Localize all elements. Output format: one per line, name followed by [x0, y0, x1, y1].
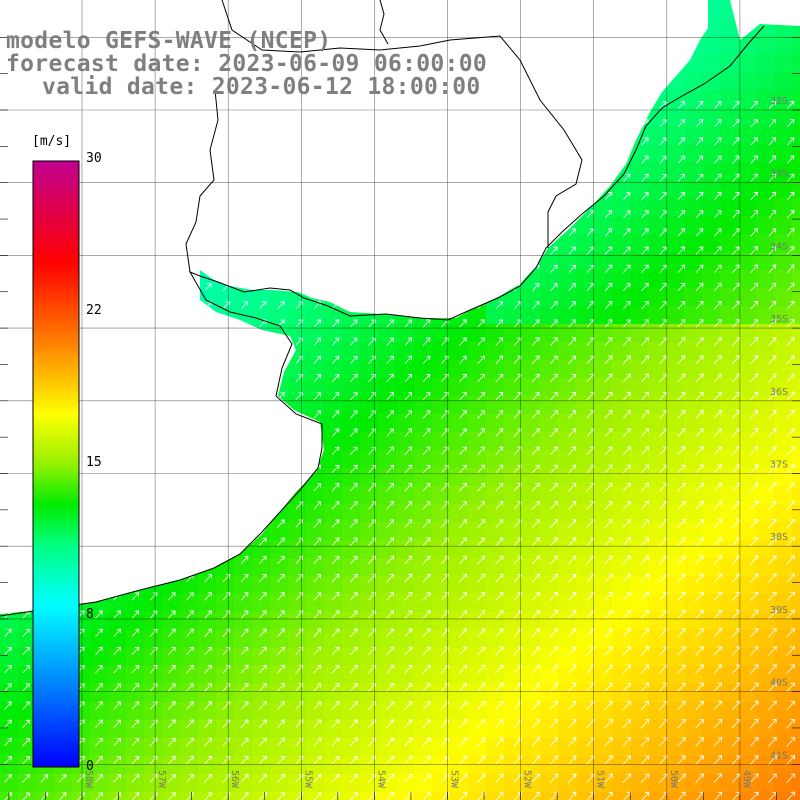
- latitude-label: 40S: [770, 678, 788, 689]
- colorbar-tick-label: 30: [86, 151, 102, 166]
- latitude-label: 34S: [770, 241, 788, 252]
- border-path: [379, 0, 389, 45]
- colorbar: [32, 160, 80, 768]
- longitude-label: 52W: [522, 770, 533, 789]
- coastline-path: [0, 25, 765, 617]
- colorbar-tick-label: 8: [86, 607, 94, 622]
- longitude-label: 54W: [375, 770, 386, 789]
- map-title: modelo GEFS-WAVE (NCEP) forecast date: 2…: [6, 30, 487, 99]
- colorbar-tick-label: 0: [86, 759, 94, 774]
- colorbar-tick-label: 22: [86, 303, 102, 318]
- colorbar-gradient: [32, 160, 80, 768]
- valid-date: valid date: 2023-06-12 18:00:00: [42, 74, 481, 100]
- latitude-label: 35S: [770, 314, 788, 325]
- latitude-label: 37S: [770, 460, 788, 471]
- longitude-label: 49W: [741, 770, 752, 789]
- model-title: modelo GEFS-WAVE (NCEP): [6, 28, 332, 54]
- longitude-label: 58W: [83, 770, 94, 789]
- wind-arrows: [4, 100, 796, 800]
- forecast-date: forecast date: 2023-06-09 06:00:00: [6, 51, 488, 77]
- latitude-label: 33S: [770, 169, 788, 180]
- latitude-label: 32S: [770, 96, 788, 107]
- latitude-label: 39S: [770, 605, 788, 616]
- border-path: [221, 0, 583, 248]
- colorbar-tick-label: 15: [86, 455, 102, 470]
- longitude-label: 50W: [668, 770, 679, 789]
- longitude-label: 53W: [449, 770, 460, 789]
- coastline: [0, 0, 765, 617]
- longitude-label: 51W: [595, 770, 606, 789]
- colorbar-unit: [m/s]: [32, 134, 72, 149]
- longitude-label: 57W: [156, 770, 167, 789]
- latitude-label: 38S: [770, 532, 788, 543]
- longitude-label: 56W: [229, 770, 240, 789]
- land-area: [0, 0, 708, 614]
- latitude-label: 41S: [770, 750, 788, 761]
- border-path: [185, 89, 219, 273]
- latitude-label: 36S: [770, 387, 788, 398]
- axis-labels: 32S 33S 34S 35S 36S 37S 38S 39S 40S 41S 58W 57W 56W 5…: [83, 96, 788, 789]
- land-mask: [0, 0, 800, 614]
- longitude-label: 55W: [302, 770, 313, 789]
- land-area: [730, 0, 800, 40]
